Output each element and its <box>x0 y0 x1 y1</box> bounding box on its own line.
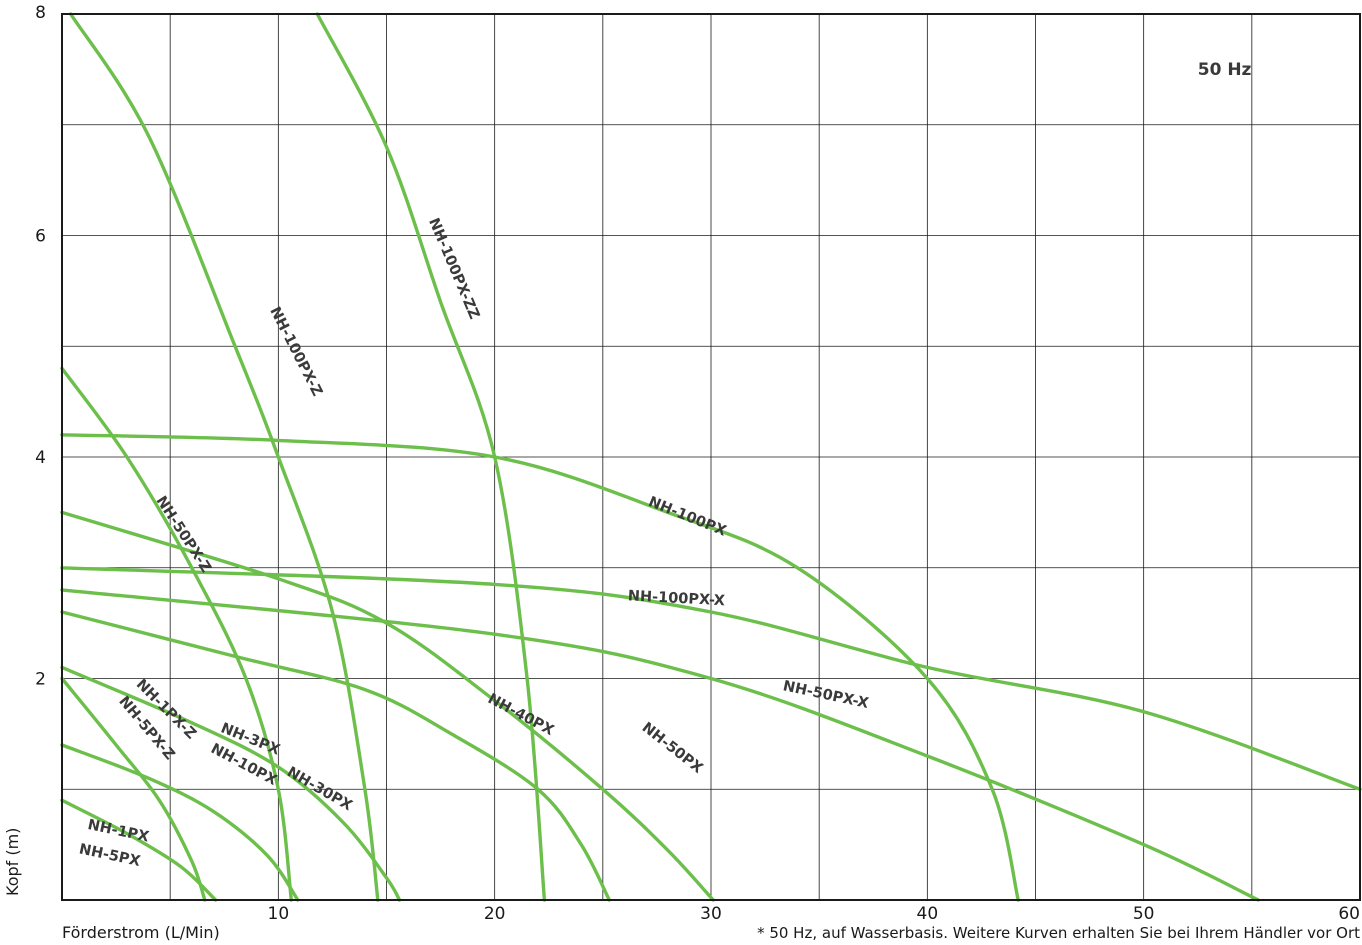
y-axis-label: Kopf (m) <box>3 828 22 896</box>
curve-label-nh-50px-z: NH-50PX-Z <box>153 493 214 575</box>
curve-nh-100px-x <box>60 566 1362 791</box>
curve-nh-3px-nh-10px <box>60 743 300 902</box>
curve-nh-50px-x <box>60 588 1260 902</box>
x-tick-label: 60 <box>1338 904 1360 924</box>
x-axis-label: Förderstrom (L/Min) <box>62 923 220 942</box>
curve-nh-100px <box>60 433 1020 902</box>
y-tick-label: 4 <box>35 448 46 468</box>
curve-label-nh-50px: NH-50PX <box>639 720 706 777</box>
plot-frame <box>61 13 1361 901</box>
curve-label-nh-100px-x: NH-100PX-X <box>627 588 725 609</box>
curve-nh-30px <box>60 665 402 902</box>
curve-nh-40px <box>60 610 611 902</box>
curve-nh-100px-zz <box>315 12 547 902</box>
curve-nh-1px-z-nh-5px-z <box>60 676 207 902</box>
curve-nh-50px-z <box>60 366 293 902</box>
x-tick-label: 40 <box>917 904 939 924</box>
frequency-annotation: 50 Hz <box>1198 60 1252 80</box>
y-tick-label: 6 <box>35 227 46 247</box>
y-tick-label: 2 <box>35 670 46 690</box>
curve-nh-100px-z <box>69 12 380 902</box>
curve-label-nh-40px: NH-40PX <box>485 691 556 739</box>
curve-label-nh-100px-z: NH-100PX-Z <box>266 305 325 399</box>
curve-label-nh-100px: NH-100PX <box>646 494 728 540</box>
curve-nh-1px-nh-5px <box>60 798 218 902</box>
x-tick-label: 20 <box>484 904 506 924</box>
tick-labels: 10 20 30 40 50 60 2 4 6 8 <box>35 3 1360 924</box>
x-tick-label: 50 <box>1133 904 1155 924</box>
y-tick-label: 8 <box>35 3 46 23</box>
footnote: * 50 Hz, auf Wasserbasis. Weitere Kurven… <box>757 924 1360 942</box>
x-tick-label: 30 <box>700 904 722 924</box>
curve-label-nh-1px: NH-1PX <box>86 817 150 846</box>
x-tick-label: 10 <box>268 904 290 924</box>
curve-nh-50px <box>60 510 715 902</box>
curves <box>60 12 1362 902</box>
curve-label-nh-5px: NH-5PX <box>78 841 142 870</box>
curve-label-nh-100px-zz: NH-100PX-ZZ <box>425 216 482 322</box>
